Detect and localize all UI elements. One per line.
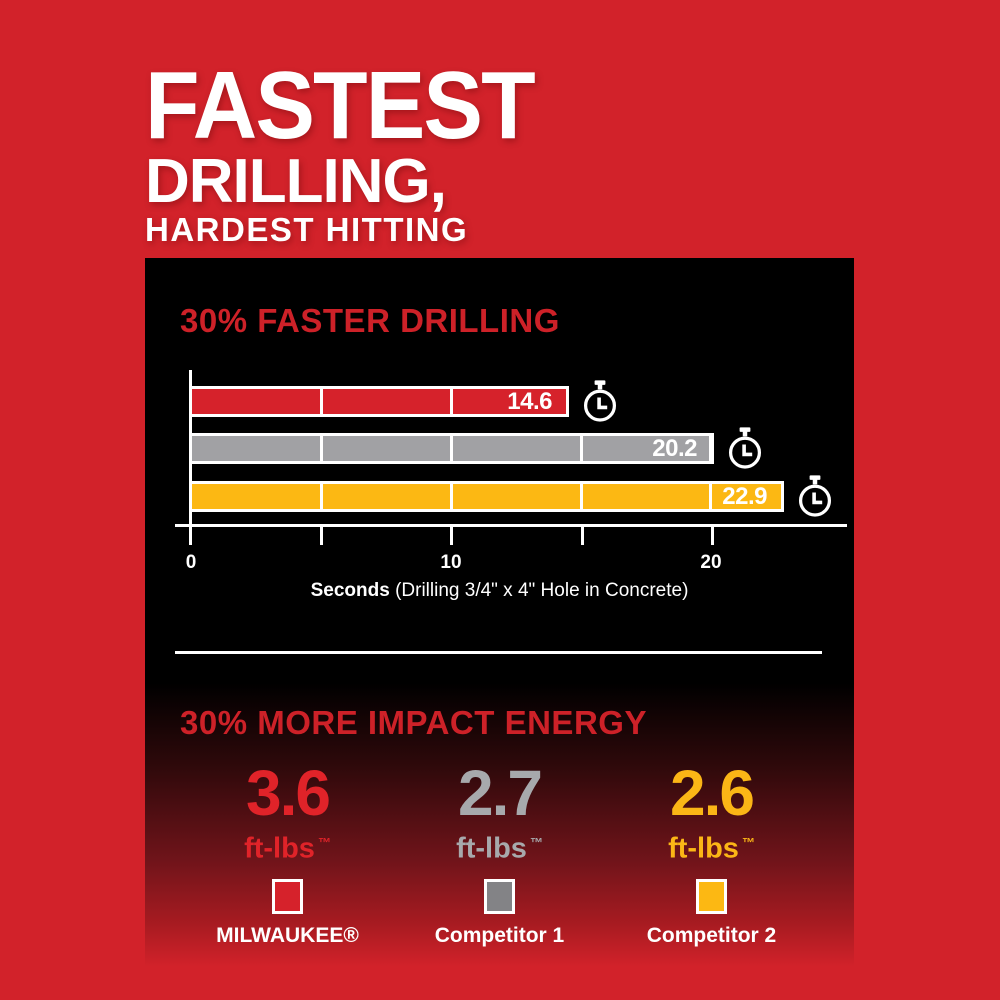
main-title: FASTEST DRILLING, HARDEST HITTING bbox=[145, 52, 563, 248]
impact-value: 3.6 bbox=[246, 757, 331, 829]
stopwatch-icon bbox=[728, 426, 762, 469]
impact-column-milwaukee: 3.6 ft-lbs ™ MILWAUKEE® bbox=[182, 757, 394, 948]
bar-segment-divider bbox=[450, 484, 453, 509]
impact-unit: ft-lbs ™ bbox=[668, 828, 755, 864]
trademark-symbol: ™ bbox=[529, 835, 543, 850]
impact-comparison: 3.6 ft-lbs ™ MILWAUKEE® 2.7 ft-lbs ™ Compe… bbox=[145, 757, 854, 948]
axis-tick bbox=[320, 527, 323, 545]
bar-segment-divider bbox=[320, 389, 323, 414]
bar-segment-divider bbox=[450, 389, 453, 414]
x-axis-caption-bold: Seconds bbox=[310, 580, 390, 601]
legend-label-competitor1: Competitor 1 bbox=[434, 923, 565, 947]
bar-segment-divider bbox=[709, 484, 712, 509]
bar-competitor2: 22.9 bbox=[189, 481, 784, 512]
title-line-3: HARDEST HITTING bbox=[145, 211, 469, 248]
legend-label-competitor2: Competitor 2 bbox=[646, 923, 777, 947]
bar-segment-divider bbox=[709, 436, 711, 461]
title-line-2: DRILLING, bbox=[145, 147, 447, 216]
axis-tick-label: 20 bbox=[700, 552, 722, 573]
axis-tick bbox=[450, 527, 453, 545]
stats-panel: 30% FASTER DRILLING 14.6 bbox=[145, 258, 854, 967]
trademark-symbol: ™ bbox=[317, 835, 331, 850]
impact-unit-text: ft-lbs bbox=[668, 832, 739, 865]
axis-tick bbox=[711, 527, 714, 545]
section-divider bbox=[175, 651, 822, 654]
axis-tick-label: 0 bbox=[185, 552, 197, 573]
axis-tick bbox=[581, 527, 584, 545]
bar-row-milwaukee: 14.6 bbox=[189, 379, 618, 422]
drilling-heading: 30% FASTER DRILLING bbox=[180, 302, 560, 339]
stopwatch-icon bbox=[583, 379, 617, 422]
trademark-symbol: ™ bbox=[741, 835, 755, 850]
impact-column-competitor2: 2.6 ft-lbs ™ Competitor 2 bbox=[606, 757, 818, 948]
bar-segment-divider bbox=[580, 436, 583, 461]
bar-segment-divider bbox=[320, 484, 323, 509]
legend-swatch-milwaukee bbox=[272, 878, 303, 914]
impact-value: 2.6 bbox=[670, 757, 755, 829]
bar-value-label: 14.6 bbox=[507, 388, 552, 415]
bar-segment-divider bbox=[580, 484, 583, 509]
bar-row-competitor1: 20.2 bbox=[189, 426, 763, 469]
title-line-1: FASTEST bbox=[145, 52, 536, 159]
drilling-bar-chart: 14.6 20.2 bbox=[145, 258, 854, 618]
impact-value: 2.7 bbox=[458, 757, 543, 829]
bar-row-competitor2: 22.9 bbox=[189, 474, 833, 517]
bar-milwaukee: 14.6 bbox=[189, 386, 569, 417]
impact-heading: 30% MORE IMPACT ENERGY bbox=[180, 704, 647, 741]
impact-column-competitor1: 2.7 ft-lbs ™ Competitor 1 bbox=[394, 757, 606, 948]
bar-value-label: 20.2 bbox=[652, 435, 697, 462]
x-axis-caption: Seconds (Drilling 3/4" x 4" Hole in Conc… bbox=[145, 580, 854, 602]
impact-unit: ft-lbs ™ bbox=[456, 828, 543, 864]
x-axis-caption-rest: (Drilling 3/4" x 4" Hole in Concrete) bbox=[389, 580, 689, 601]
bar-competitor1: 20.2 bbox=[189, 433, 714, 464]
legend-swatch-competitor1 bbox=[484, 878, 515, 914]
x-axis-line bbox=[175, 524, 847, 527]
bar-value-label: 22.9 bbox=[722, 483, 767, 510]
legend-label-milwaukee: MILWAUKEE® bbox=[216, 923, 359, 947]
bar-segment-divider bbox=[320, 436, 323, 461]
impact-unit-text: ft-lbs bbox=[244, 832, 315, 865]
axis-tick bbox=[189, 527, 192, 545]
bar-segment-divider bbox=[450, 436, 453, 461]
stopwatch-icon bbox=[798, 474, 832, 517]
impact-unit-text: ft-lbs bbox=[456, 832, 527, 865]
axis-tick-label: 10 bbox=[440, 552, 462, 573]
impact-unit: ft-lbs ™ bbox=[244, 828, 331, 864]
legend-swatch-competitor2 bbox=[696, 878, 727, 914]
